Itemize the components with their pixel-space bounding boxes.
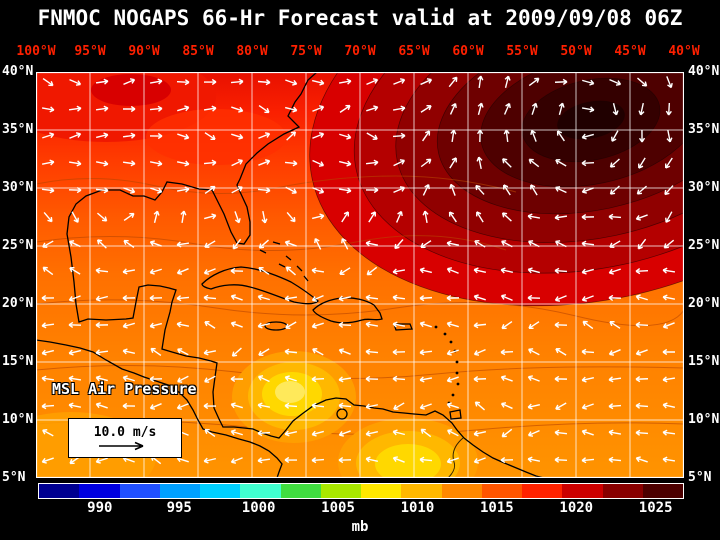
lat-label: 15°N — [2, 354, 34, 369]
lon-label: 50°W — [560, 44, 592, 59]
lat-label: 20°N — [2, 296, 34, 311]
lon-label: 75°W — [290, 44, 322, 59]
lon-label: 40°W — [668, 44, 700, 59]
colorbar-segment — [441, 484, 482, 498]
page-title: FNMOC NOGAPS 66-Hr Forecast valid at 200… — [37, 6, 683, 30]
lat-label: 40°N — [688, 64, 720, 79]
colorbar — [38, 483, 684, 499]
colorbar-segment — [159, 484, 200, 498]
colorbar-tick-label: 1025 — [638, 500, 673, 516]
colorbar-tick-label: 1000 — [241, 500, 276, 516]
lat-label: 15°N — [688, 354, 720, 369]
lat-label: 35°N — [2, 122, 34, 137]
colorbar-segment — [39, 484, 80, 498]
field-label: MSL Air Pressure — [52, 380, 197, 398]
colorbar-segment — [562, 484, 603, 498]
lon-label: 85°W — [182, 44, 214, 59]
colorbar-tick-label: 1010 — [400, 500, 435, 516]
colorbar-unit: mb — [351, 519, 369, 535]
lon-label: 95°W — [74, 44, 106, 59]
colorbar-segment — [240, 484, 281, 498]
colorbar-segment — [642, 484, 683, 498]
lat-label: 30°N — [2, 180, 34, 195]
lat-label: 10°N — [688, 412, 720, 427]
lon-label: 65°W — [398, 44, 430, 59]
lat-label: 5°N — [688, 470, 712, 485]
lat-label: 40°N — [2, 64, 34, 79]
map-canvas: MSL Air Pressure 10.0 m/s — [35, 71, 685, 479]
lon-label: 55°W — [506, 44, 538, 59]
colorbar-tick-label: 995 — [166, 500, 192, 516]
lat-label: 5°N — [2, 470, 26, 485]
colorbar-segment — [602, 484, 643, 498]
lon-label: 100°W — [16, 44, 56, 59]
colorbar-ticks: 990 995 1000 1005 1010 1015 1020 1025 — [38, 500, 682, 516]
colorbar-segment — [79, 484, 120, 498]
lat-label: 25°N — [688, 238, 720, 253]
wind-scale-label: 10.0 m/s — [93, 425, 157, 440]
colorbar-segment — [119, 484, 160, 498]
colorbar-segment — [401, 484, 442, 498]
wind-scale-legend: 10.0 m/s — [68, 418, 182, 458]
lon-label: 60°W — [452, 44, 484, 59]
latitude-labels-left: 40°N 35°N 30°N 25°N 20°N 15°N 10°N 5°N — [2, 64, 36, 485]
lat-label: 35°N — [688, 122, 720, 137]
colorbar-segment — [481, 484, 522, 498]
lon-label: 45°W — [614, 44, 646, 59]
wind-scale-arrow-icon — [99, 441, 144, 451]
colorbar-segment — [361, 484, 402, 498]
colorbar-tick-label: 1005 — [321, 500, 355, 516]
wind-vectors — [41, 75, 676, 465]
colorbar-tick-label: 1020 — [559, 500, 594, 516]
colorbar-tick-label: 990 — [87, 500, 113, 516]
lat-label: 10°N — [2, 412, 34, 427]
lat-label: 25°N — [2, 238, 34, 253]
colorbar-segment — [522, 484, 563, 498]
lat-label: 30°N — [688, 180, 720, 195]
lon-label: 70°W — [344, 44, 376, 59]
colorbar-segment — [200, 484, 241, 498]
longitude-labels: 100°W 95°W 90°W 85°W 80°W 75°W 70°W 65°W 60°W 55°… — [16, 44, 699, 60]
lon-label: 80°W — [236, 44, 268, 59]
pressure-field-map — [35, 71, 685, 479]
colorbar-segment — [320, 484, 361, 498]
map-border — [35, 71, 685, 479]
lon-label: 90°W — [128, 44, 160, 59]
colorbar-tick-label: 1015 — [479, 500, 514, 516]
latitude-labels-right: 40°N 35°N 30°N 25°N 20°N 15°N 10°N 5°N — [688, 64, 720, 485]
lat-label: 20°N — [688, 296, 720, 311]
colorbar-segment — [280, 484, 321, 498]
